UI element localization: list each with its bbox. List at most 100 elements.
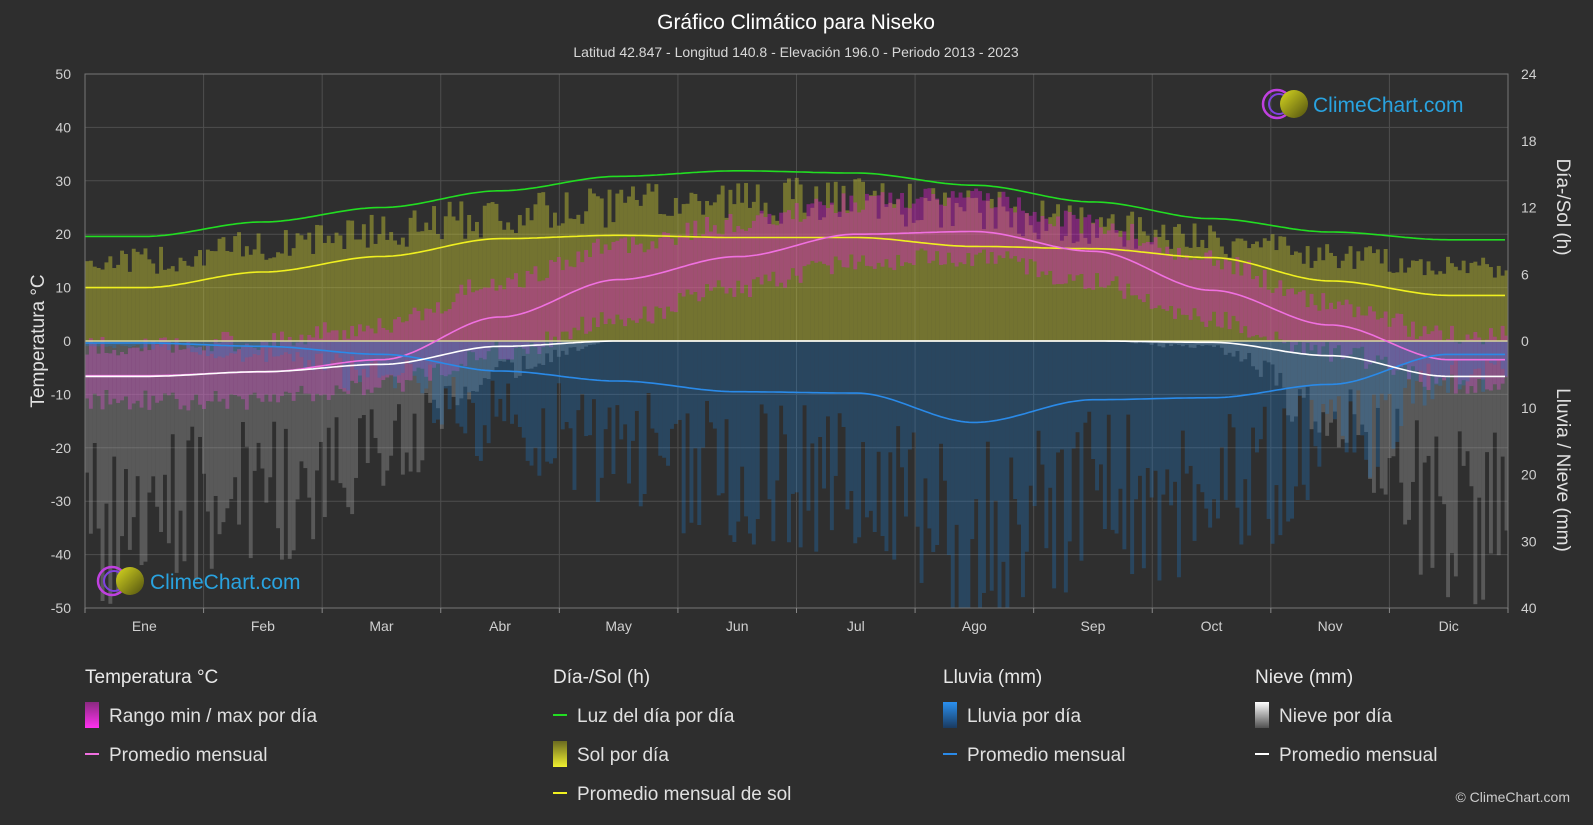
temp-range-bar bbox=[209, 351, 214, 402]
temp-range-bar bbox=[256, 349, 261, 399]
snow-bar bbox=[217, 341, 222, 535]
rain-bar bbox=[291, 341, 296, 362]
snow-bar bbox=[1504, 341, 1508, 531]
sunshine-bar bbox=[1075, 241, 1080, 341]
chart-title: Gráfico Climático para Niseko bbox=[657, 11, 935, 34]
temp-range-bar bbox=[170, 352, 175, 393]
temp-range-bar bbox=[911, 203, 916, 265]
sunshine-bar bbox=[592, 193, 596, 341]
rain-bar bbox=[1208, 341, 1213, 528]
temp-range-bar bbox=[709, 231, 713, 291]
snow-bar bbox=[506, 341, 511, 359]
temp-range-bar bbox=[1317, 310, 1322, 357]
snow-bar bbox=[319, 341, 323, 442]
sunshine-bar bbox=[1223, 253, 1228, 341]
sunshine-bar bbox=[1087, 243, 1092, 341]
temp-range-bar bbox=[1095, 219, 1099, 274]
snow-bar bbox=[276, 341, 280, 529]
left-tick-label: 10 bbox=[55, 280, 71, 296]
rain-bar bbox=[1200, 341, 1205, 493]
sunshine-bar bbox=[260, 253, 265, 341]
snow-bar bbox=[385, 341, 390, 471]
temp-range-bar bbox=[751, 220, 756, 280]
snow-bar bbox=[92, 341, 97, 443]
snow-bar bbox=[112, 341, 117, 457]
rain-bar bbox=[1368, 341, 1372, 478]
temp-range-bar bbox=[1430, 331, 1435, 376]
rain-bar bbox=[927, 341, 932, 529]
legend-temperature: Temperatura °C Rango min / max por día P… bbox=[85, 667, 317, 766]
temp-range-bar bbox=[1017, 197, 1021, 262]
rain-bar bbox=[853, 341, 858, 544]
sunshine-bar bbox=[334, 232, 339, 341]
temp-range-bar bbox=[845, 212, 850, 268]
rain-bar bbox=[837, 341, 842, 414]
rain-bar bbox=[572, 341, 577, 490]
snow-bar bbox=[525, 341, 530, 369]
snow-bar bbox=[514, 341, 518, 378]
rain-bar bbox=[685, 341, 690, 414]
temp-range-bar bbox=[147, 350, 152, 410]
right-axis-title-bottom: Lluvia / Nieve (mm) bbox=[1552, 388, 1573, 552]
rain-bar bbox=[814, 341, 819, 552]
rain-bar bbox=[1145, 341, 1150, 469]
left-tick-label: 40 bbox=[55, 119, 71, 135]
rain-bar bbox=[580, 341, 585, 395]
sunshine-bar bbox=[1102, 226, 1107, 341]
sunshine-bar bbox=[420, 231, 425, 341]
temp-range-bar bbox=[1391, 318, 1396, 375]
rain-bar bbox=[1106, 341, 1111, 415]
sunshine-bar bbox=[623, 202, 628, 341]
snow-bar bbox=[447, 341, 452, 386]
sunshine-bar bbox=[252, 249, 257, 341]
snow-bar bbox=[198, 341, 202, 437]
snow-bar bbox=[1329, 341, 1333, 423]
snow-bar bbox=[1399, 341, 1404, 483]
sunshine-bar bbox=[670, 215, 674, 341]
snow-bar bbox=[1438, 341, 1443, 497]
sunshine-bar bbox=[354, 239, 358, 341]
sunshine-bar bbox=[322, 242, 327, 341]
sunshine-bar bbox=[662, 214, 667, 341]
sunshine-bar bbox=[1204, 248, 1209, 341]
sunshine-bar bbox=[104, 262, 109, 341]
snow-bar bbox=[1496, 341, 1501, 556]
snow-bar bbox=[307, 341, 312, 498]
sunshine-bar bbox=[506, 222, 511, 341]
sunshine-bar bbox=[533, 204, 538, 341]
rain-bar bbox=[205, 341, 210, 357]
sunshine-bar bbox=[190, 266, 195, 341]
temp-range-bar bbox=[790, 219, 795, 269]
temp-range-bar bbox=[705, 217, 709, 285]
temp-range-bar bbox=[1294, 294, 1298, 345]
rain-bar bbox=[1336, 341, 1341, 397]
rain-bar bbox=[701, 341, 706, 448]
sunshine-bar bbox=[1313, 260, 1318, 341]
sunshine-bar bbox=[1251, 243, 1255, 341]
rain-bar bbox=[1114, 341, 1119, 534]
snow-bar bbox=[436, 341, 440, 409]
sunshine-bar bbox=[1048, 217, 1053, 341]
temp-range-bar bbox=[611, 242, 616, 325]
rain-bar bbox=[1005, 341, 1010, 608]
rain-bar bbox=[607, 341, 612, 408]
temp-range-bar bbox=[1032, 211, 1037, 262]
rain-bar bbox=[510, 341, 514, 424]
snow-bar bbox=[1492, 341, 1497, 433]
rain-bar bbox=[244, 341, 249, 358]
rain-bar bbox=[1102, 341, 1107, 530]
rain-bar bbox=[666, 341, 670, 466]
sunshine-bar bbox=[1434, 274, 1439, 341]
rain-bar bbox=[989, 341, 994, 591]
sunshine-bar bbox=[1278, 236, 1283, 341]
temp-range-bar bbox=[646, 249, 651, 322]
snow-bar bbox=[346, 341, 351, 508]
snow-bar bbox=[580, 341, 585, 349]
rain-bar bbox=[1297, 341, 1302, 396]
rain-bar bbox=[1192, 341, 1197, 541]
sunshine-bar bbox=[1173, 226, 1177, 341]
sunshine-bar bbox=[989, 198, 994, 341]
month-label: Oct bbox=[1201, 618, 1223, 634]
legend-daylight-label: Luz del día por día bbox=[577, 706, 735, 727]
rain-bar bbox=[517, 341, 522, 427]
